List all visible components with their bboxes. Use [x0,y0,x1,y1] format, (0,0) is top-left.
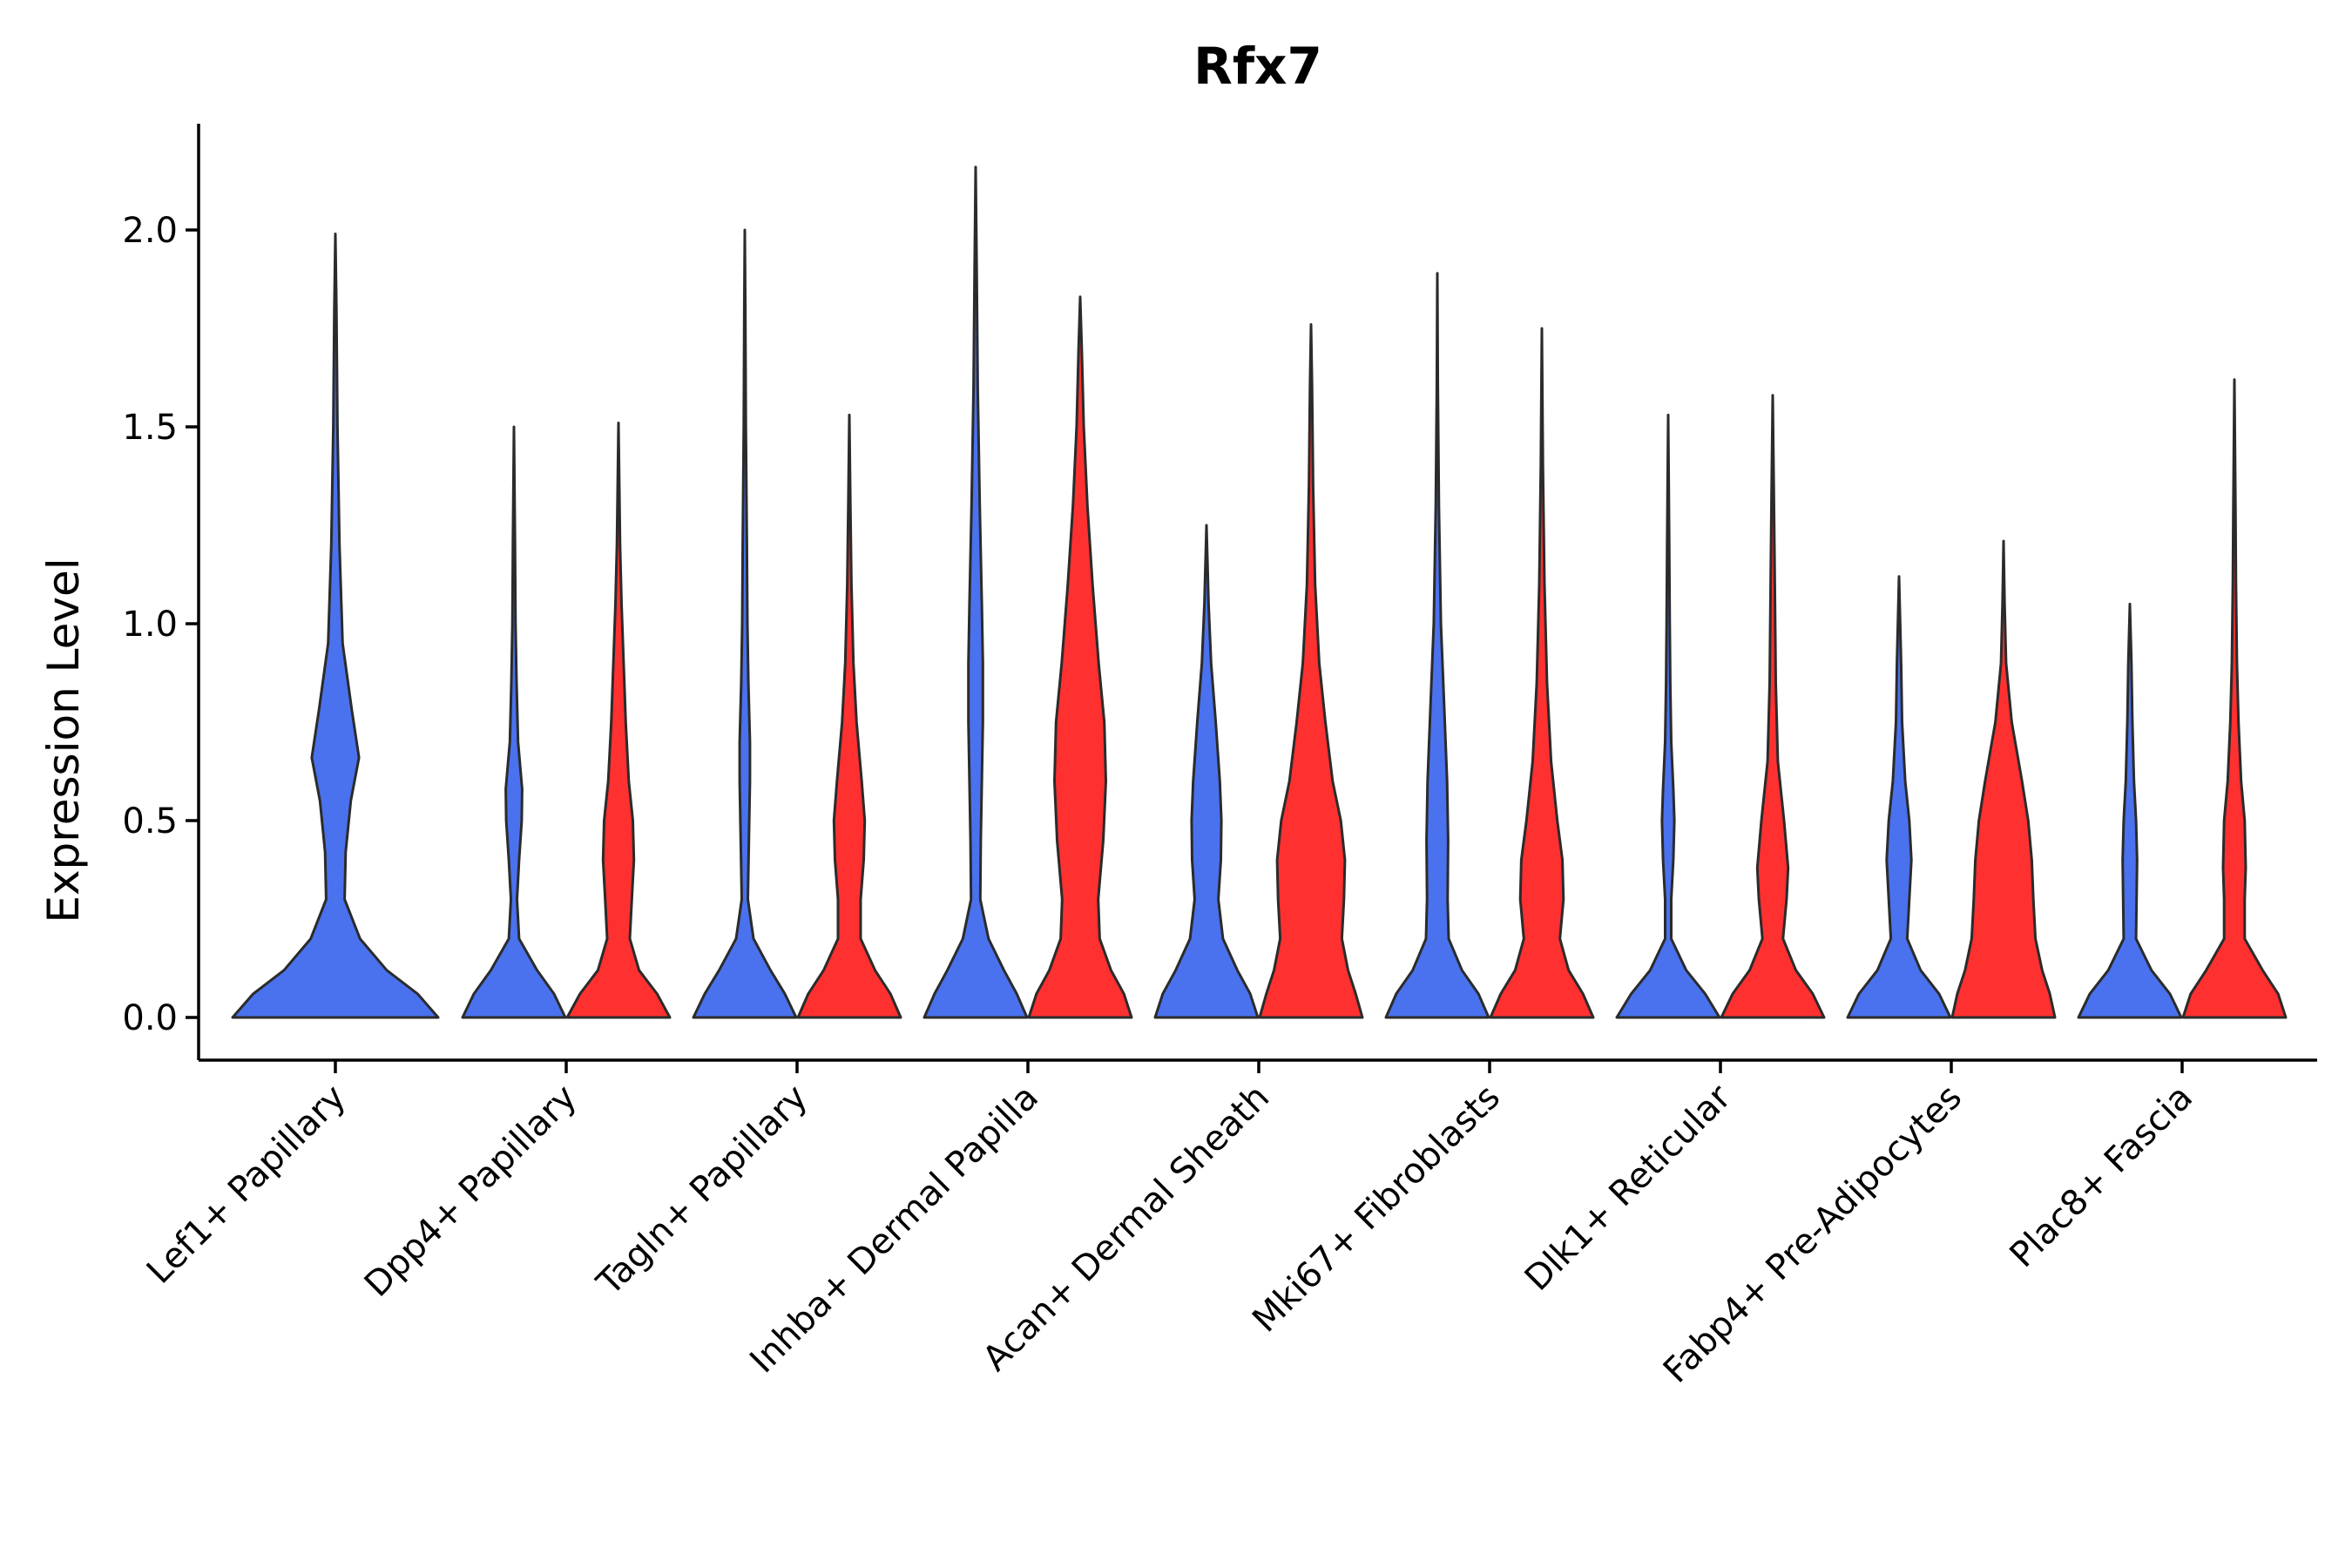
violin-blue-5 [1153,524,1260,1019]
violins-layer [231,166,2288,1019]
violin-red-2 [565,422,672,1019]
violin-red-7 [1720,394,1826,1019]
violin-blue-9 [2077,602,2183,1019]
y-tick-label: 1.0 [122,605,178,645]
violin-blue-2 [461,425,567,1019]
violin-red-9 [2181,378,2288,1019]
y-axis-title: Expression Level [38,558,89,923]
violin-blue-7 [1615,413,1721,1019]
x-tick-label: Lef1+ Papillary [139,1078,354,1292]
violin-blue-3 [692,228,798,1019]
violin-blue-1 [231,233,440,1019]
y-tick-label: 0.0 [122,998,178,1038]
x-tick-label: Tagln+ Papillary [589,1078,815,1304]
violin-red-3 [796,413,902,1019]
chart-title: Rfx7 [1193,37,1322,96]
y-ticks-layer: 0.0 0.5 1.0 1.5 2.0 [122,211,199,1038]
y-tick-label: 0.5 [122,801,178,841]
x-tick-label: Mki67+ Fibroblasts [1245,1078,1508,1341]
violin-blue-6 [1384,272,1490,1019]
y-tick-label: 1.5 [122,408,178,448]
x-tick-label: Dpp4+ Papillary [357,1078,585,1305]
x-tick-label: Dlk1+ Reticular [1517,1077,1740,1299]
y-tick-label: 2.0 [122,211,178,251]
violin-blue-4 [923,166,1029,1019]
violin-red-8 [1950,539,2057,1019]
violin-blue-8 [1846,575,1952,1019]
violin-red-4 [1027,295,1133,1019]
violin-red-6 [1489,327,1595,1019]
x-tick-label: Plac8+ Fascia [2003,1078,2201,1276]
violin-red-5 [1258,323,1364,1019]
x-ticks-layer: Lef1+ Papillary Dpp4+ Papillary Tagln+ Pap… [139,1060,2200,1391]
